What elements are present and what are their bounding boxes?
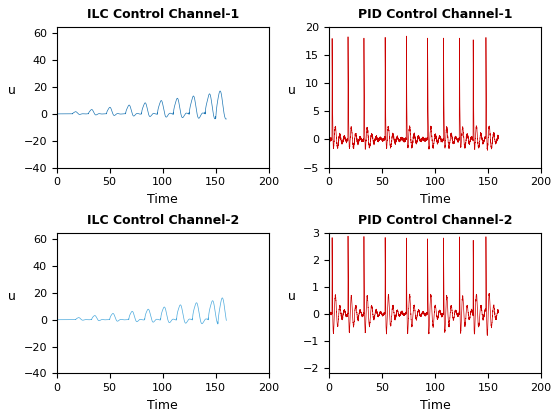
Title: ILC Control Channel-1: ILC Control Channel-1 bbox=[87, 8, 239, 21]
Title: ILC Control Channel-2: ILC Control Channel-2 bbox=[87, 214, 239, 227]
X-axis label: Time: Time bbox=[419, 399, 450, 412]
Y-axis label: u: u bbox=[8, 84, 16, 97]
X-axis label: Time: Time bbox=[147, 399, 178, 412]
Title: PID Control Channel-1: PID Control Channel-1 bbox=[358, 8, 512, 21]
Y-axis label: u: u bbox=[288, 84, 296, 97]
Y-axis label: u: u bbox=[288, 290, 296, 303]
Y-axis label: u: u bbox=[8, 290, 16, 303]
Title: PID Control Channel-2: PID Control Channel-2 bbox=[358, 214, 512, 227]
X-axis label: Time: Time bbox=[419, 193, 450, 206]
X-axis label: Time: Time bbox=[147, 193, 178, 206]
